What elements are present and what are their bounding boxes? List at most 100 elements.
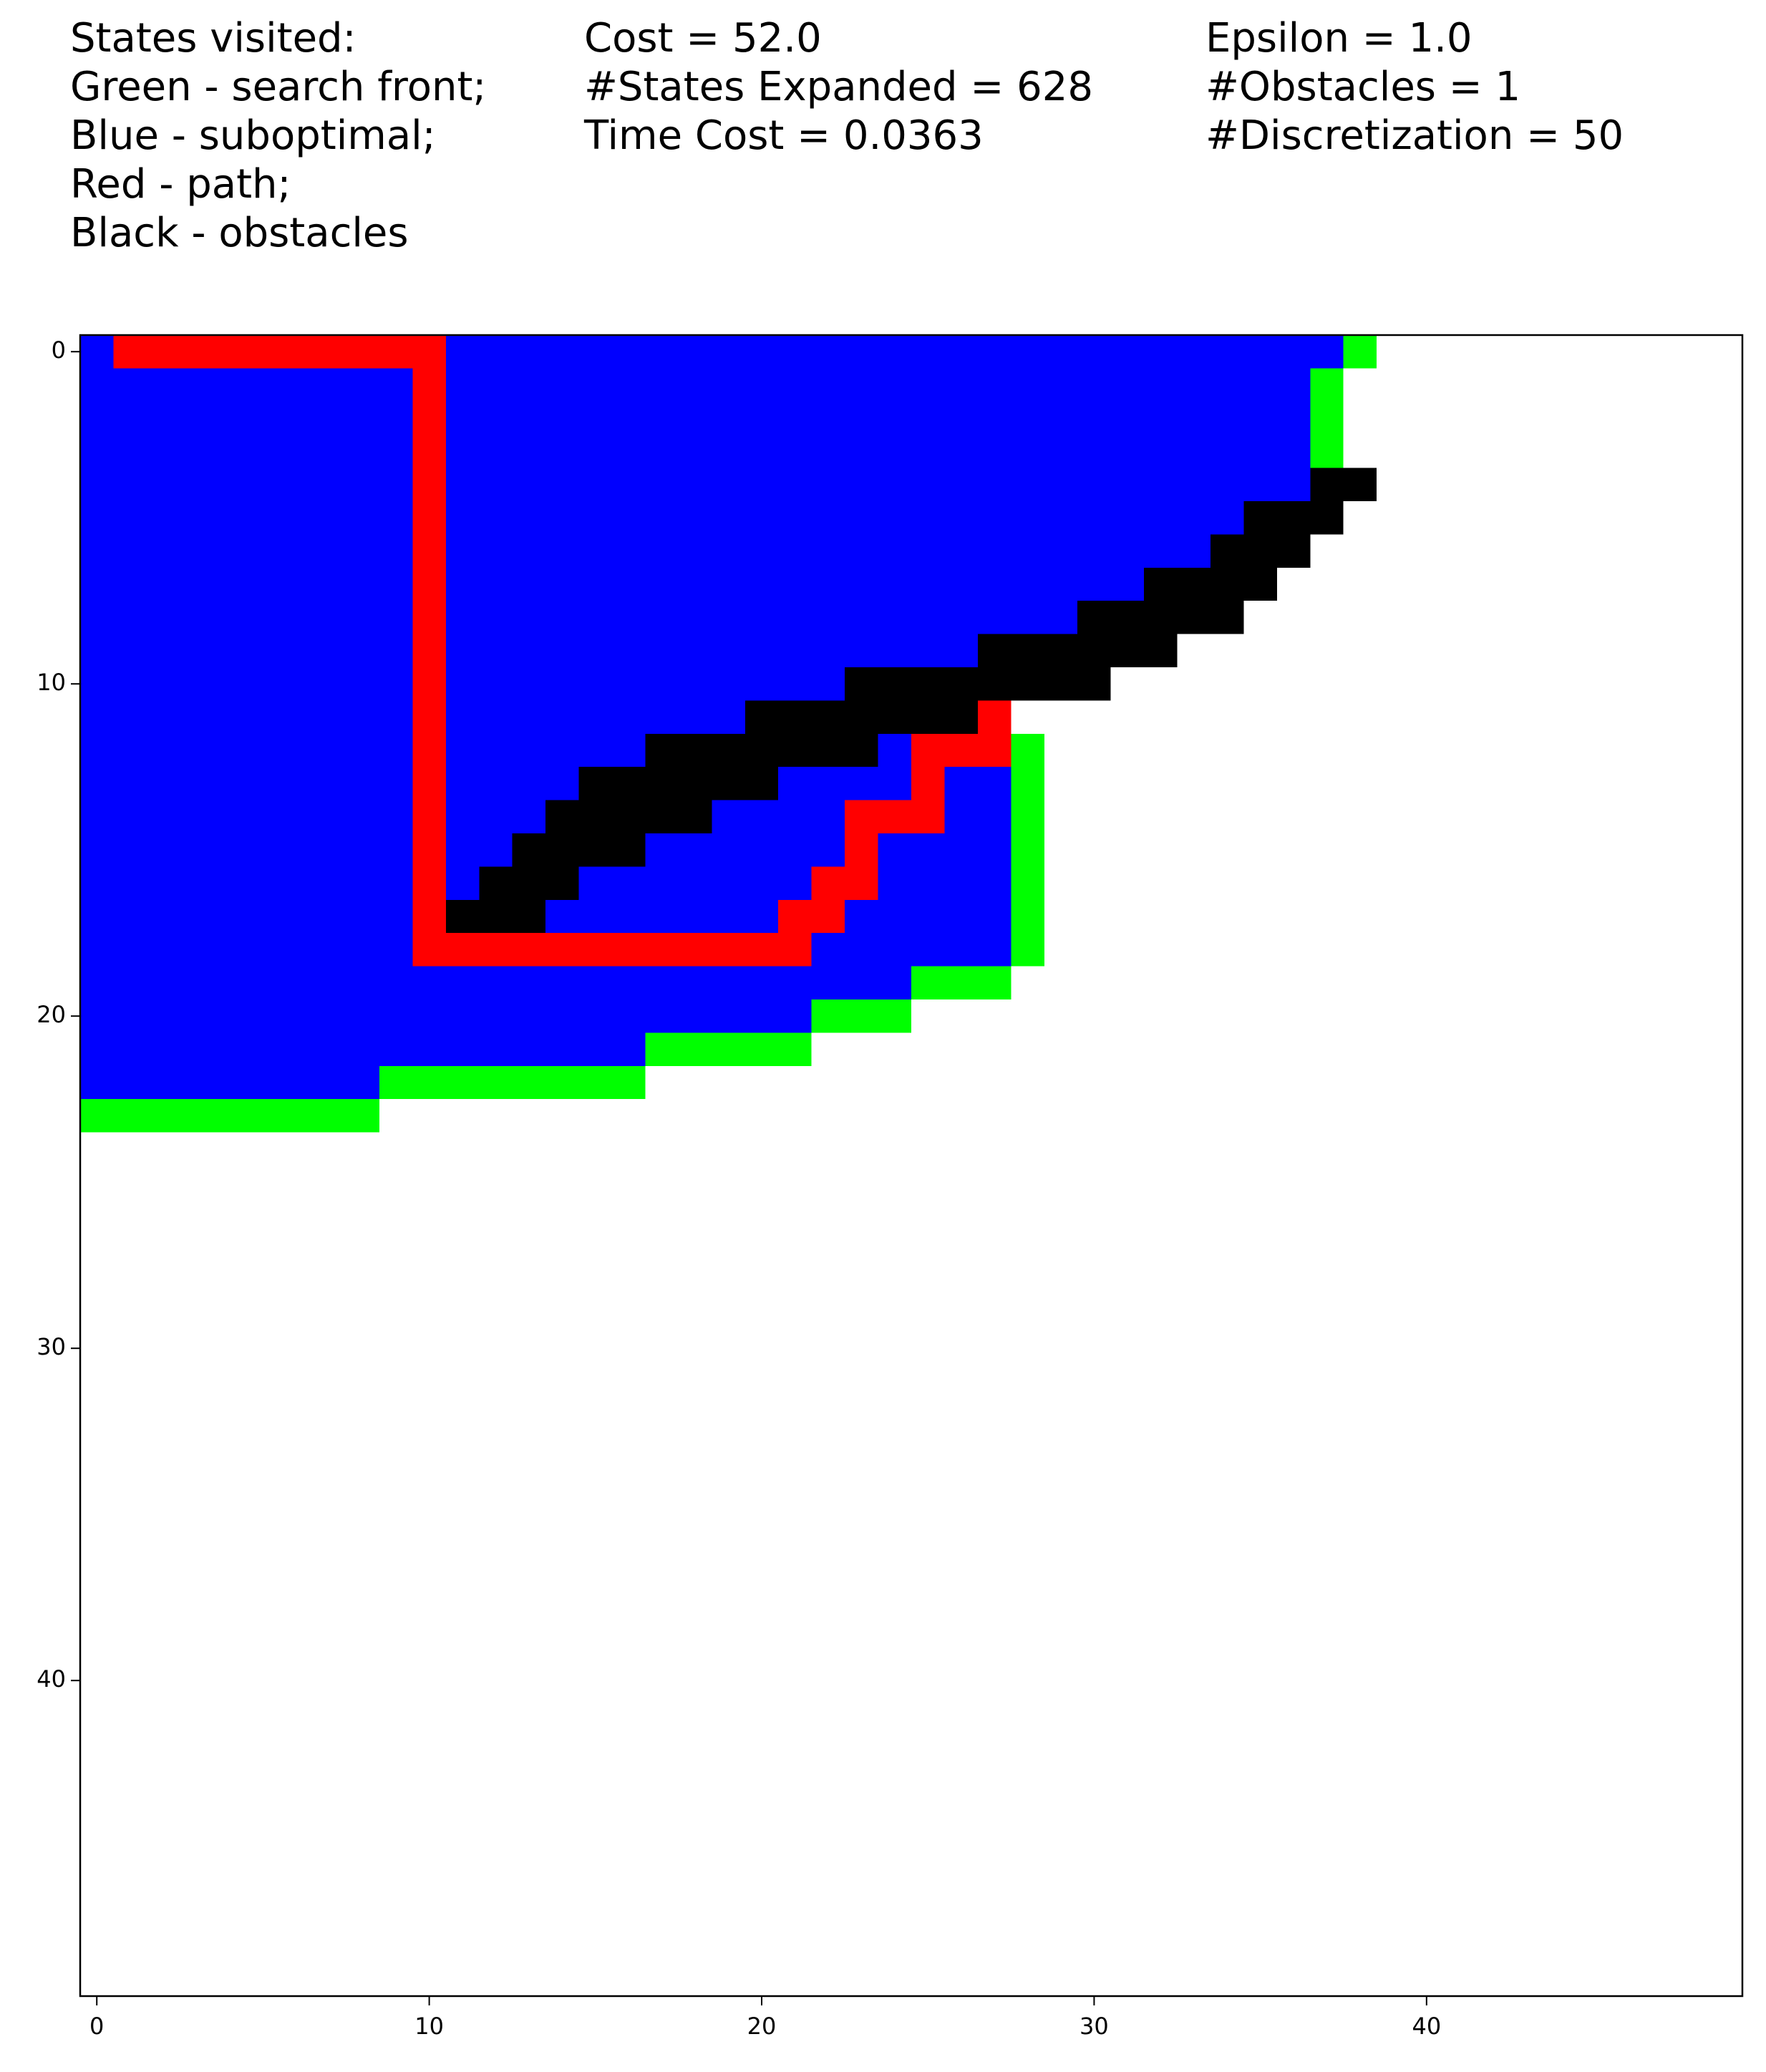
- cell: [545, 567, 580, 601]
- cell: [1044, 1863, 1078, 1897]
- cell: [1044, 866, 1078, 901]
- cell: [1443, 667, 1478, 701]
- cell: [246, 1564, 281, 1598]
- cell: [313, 1398, 347, 1432]
- cell: [1609, 1032, 1644, 1067]
- cell: [1576, 401, 1610, 435]
- cell: [1011, 601, 1045, 635]
- cell: [479, 1664, 513, 1698]
- cell: [1343, 368, 1377, 402]
- cell: [1642, 501, 1677, 535]
- cell: [1576, 667, 1610, 701]
- cell: [346, 534, 380, 568]
- cell: [1110, 899, 1145, 934]
- info-text: #Discretization = 50: [1205, 112, 1624, 159]
- cell: [977, 335, 1011, 369]
- cell: [512, 634, 546, 668]
- cell: [778, 435, 812, 469]
- cell: [1011, 335, 1045, 369]
- cell: [1011, 1962, 1045, 1997]
- cell: [1243, 700, 1278, 735]
- cell: [1609, 335, 1644, 369]
- cell: [412, 1796, 447, 1831]
- cell: [313, 1298, 347, 1332]
- cell: [180, 1896, 214, 1930]
- cell: [346, 899, 380, 934]
- info-text: Epsilon = 1.0: [1205, 15, 1473, 62]
- cell: [279, 567, 314, 601]
- cell: [1210, 1065, 1244, 1100]
- cell: [1377, 1132, 1411, 1166]
- cell: [113, 1265, 147, 1299]
- cell: [977, 933, 1011, 967]
- cell: [80, 733, 115, 768]
- cell: [977, 833, 1011, 867]
- cell: [479, 933, 513, 967]
- cell: [1144, 1099, 1178, 1133]
- cell: [279, 866, 314, 901]
- cell: [1276, 468, 1311, 502]
- cell: [445, 1166, 480, 1199]
- cell: [645, 1065, 679, 1100]
- cell: [1044, 1431, 1078, 1466]
- cell: [712, 567, 746, 601]
- cell: [379, 1763, 413, 1798]
- cell: [878, 1365, 912, 1399]
- cell: [1110, 1962, 1145, 1997]
- cell: [778, 1265, 812, 1299]
- cell: [213, 1830, 247, 1864]
- cell: [379, 1365, 413, 1399]
- cell: [712, 1498, 746, 1531]
- cell: [1509, 1564, 1543, 1598]
- cell: [944, 1032, 979, 1067]
- cell: [1343, 501, 1377, 535]
- cell: [1310, 1365, 1344, 1399]
- cell: [412, 567, 447, 601]
- cell: [1077, 1332, 1112, 1365]
- cell: [1310, 733, 1344, 768]
- cell: [1443, 800, 1478, 834]
- cell: [1243, 966, 1278, 1000]
- cell: [712, 335, 746, 369]
- cell: [246, 700, 281, 735]
- cell: [744, 1065, 779, 1100]
- cell: [146, 1032, 180, 1067]
- cell: [1243, 733, 1278, 768]
- cell: [445, 1962, 480, 1997]
- cell: [279, 1099, 314, 1133]
- cell: [512, 866, 546, 901]
- cell: [878, 634, 912, 668]
- cell: [744, 1763, 779, 1798]
- cell: [1543, 1231, 1577, 1266]
- cell: [1310, 1199, 1344, 1233]
- cell: [1377, 1398, 1411, 1432]
- cell: [1443, 1332, 1478, 1365]
- cell: [1110, 1332, 1145, 1365]
- cell: [1210, 1763, 1244, 1798]
- cell: [412, 1231, 447, 1266]
- cell: [1576, 435, 1610, 469]
- cell: [1443, 534, 1478, 568]
- cell: [545, 1398, 580, 1432]
- cell: [1243, 933, 1278, 967]
- cell: [113, 1796, 147, 1831]
- cell: [944, 833, 979, 867]
- cell: [811, 1365, 845, 1399]
- cell: [977, 1896, 1011, 1930]
- cell: [612, 1132, 646, 1166]
- cell: [1443, 833, 1478, 867]
- cell: [1011, 966, 1045, 1000]
- cell: [1276, 866, 1311, 901]
- cell: [412, 899, 447, 934]
- cell: [977, 1065, 1011, 1100]
- cell: [645, 899, 679, 934]
- cell: [712, 1065, 746, 1100]
- cell: [1410, 335, 1444, 369]
- cell: [1676, 1365, 1710, 1399]
- cell: [512, 1231, 546, 1266]
- cell: [1011, 899, 1045, 934]
- cell: [811, 833, 845, 867]
- cell: [1543, 634, 1577, 668]
- cell: [1410, 1664, 1444, 1698]
- cell: [1011, 1830, 1045, 1864]
